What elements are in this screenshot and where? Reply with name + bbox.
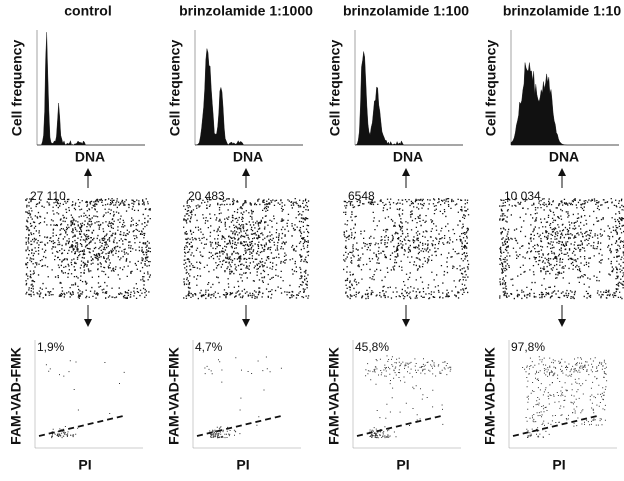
cell-image [183, 198, 310, 300]
y-axis-label: Cell frequency [483, 40, 499, 137]
x-axis-label: DNA [393, 149, 423, 165]
panel-title: brinzolamide 1:1000 [179, 3, 313, 19]
panel-title: brinzolamide 1:10 [503, 3, 621, 19]
percent-label: 97,8% [511, 340, 545, 354]
panel: control Cell frequency DNA 27 110 1,9% FAM-VA… [8, 3, 152, 473]
scatter-points [45, 360, 125, 439]
cell-image [25, 198, 152, 299]
scatter-points [522, 356, 608, 438]
cell-count: 6548 [348, 189, 375, 203]
gate-line [356, 415, 442, 437]
y-axis-label: FAM-VAD-FMK [326, 347, 342, 445]
panel: brinzolamide 1:100 Cell frequency DNA 6548 4… [326, 3, 470, 473]
y-axis-label: Cell frequency [167, 40, 183, 137]
histogram [354, 51, 463, 146]
x-axis-label: PI [78, 457, 91, 473]
cell-image [343, 198, 470, 300]
gate-line [512, 415, 598, 437]
percent-label: 4,7% [195, 340, 223, 354]
panel: brinzolamide 1:1000 Cell frequency DNA 20 4… [166, 3, 313, 473]
cell-count: 20 483 [188, 189, 225, 203]
scatter-points [204, 356, 282, 439]
x-axis-label: DNA [75, 149, 105, 165]
percent-label: 1,9% [37, 340, 65, 354]
panel-title: control [64, 3, 111, 19]
scatter-points [365, 355, 452, 439]
cell-image [499, 198, 624, 300]
gate-line [196, 415, 282, 437]
y-axis-label: FAM-VAD-FMK [482, 347, 498, 445]
y-axis-label: Cell frequency [9, 40, 25, 137]
cell-pixels [499, 198, 624, 300]
y-axis-label: Cell frequency [327, 40, 343, 137]
cell-count: 10 034 [504, 189, 541, 203]
x-axis-label: DNA [549, 149, 579, 165]
x-axis-label: DNA [233, 149, 263, 165]
histogram [510, 62, 619, 146]
x-axis-label: PI [552, 457, 565, 473]
histogram [194, 48, 303, 146]
panel-title: brinzolamide 1:100 [343, 3, 469, 19]
panel: brinzolamide 1:10 Cell frequency DNA 10 034… [482, 3, 624, 473]
x-axis-label: PI [236, 457, 249, 473]
gate-line [38, 415, 124, 437]
y-axis-label: FAM-VAD-FMK [8, 347, 24, 445]
percent-label: 45,8% [355, 340, 389, 354]
x-axis-label: PI [396, 457, 409, 473]
cell-pixels [25, 198, 152, 299]
cell-pixels [183, 198, 310, 300]
cell-pixels [343, 198, 470, 300]
cell-count: 27 110 [30, 189, 66, 203]
y-axis-label: FAM-VAD-FMK [166, 347, 182, 445]
histogram [37, 32, 145, 146]
